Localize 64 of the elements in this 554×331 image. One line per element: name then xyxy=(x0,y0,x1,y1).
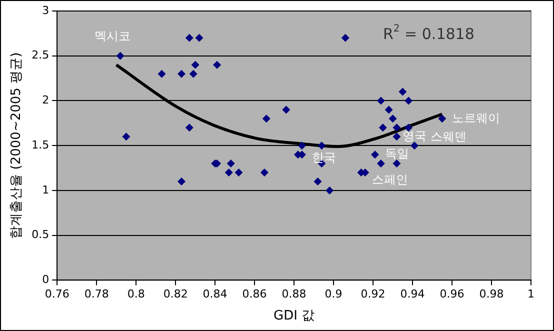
y-tick-label: 1 xyxy=(42,183,50,196)
annotation: 영국 xyxy=(402,128,427,143)
x-tick-label: 0.82 xyxy=(163,288,188,301)
x-tick-label: 0.84 xyxy=(202,288,228,301)
point xyxy=(392,124,401,132)
point xyxy=(298,142,306,150)
point xyxy=(392,132,401,141)
annotation: 한국 xyxy=(312,150,336,165)
point xyxy=(398,88,407,96)
y-tick-label: 1.5 xyxy=(32,138,50,152)
point xyxy=(224,168,233,177)
point xyxy=(177,70,186,78)
point xyxy=(388,114,397,123)
y-tick-label: 2 xyxy=(42,94,50,107)
point xyxy=(371,150,380,159)
x-tick-label: 0.86 xyxy=(242,288,267,301)
y-tick-label: 2.5 xyxy=(32,48,50,62)
point xyxy=(376,96,385,105)
point xyxy=(282,106,290,114)
x-tick-label: 0.78 xyxy=(84,288,109,301)
x-tick-label: 0.92 xyxy=(360,288,386,301)
point xyxy=(376,160,385,168)
point xyxy=(226,160,235,168)
annotation: 멕시코 xyxy=(94,28,130,43)
x-tick-label: 0.8 xyxy=(127,288,145,301)
x-tick-label: 0.96 xyxy=(440,288,464,301)
point xyxy=(262,114,270,123)
y-axis-title: 합계출산율 (2000~2005 평균) xyxy=(9,52,24,239)
y-tick-label: 0.5 xyxy=(32,228,50,242)
point xyxy=(191,60,200,69)
point xyxy=(392,160,401,168)
annotation: 노르웨이 xyxy=(452,110,500,125)
point xyxy=(213,60,222,69)
point xyxy=(122,132,130,141)
y-tick-label: 3 xyxy=(42,4,50,17)
point xyxy=(410,142,418,150)
point xyxy=(189,70,198,78)
x-tick-label: 0.94 xyxy=(400,288,425,301)
point xyxy=(185,34,194,42)
point xyxy=(318,142,326,150)
point xyxy=(185,124,194,132)
annotation: 독일 xyxy=(385,146,410,161)
x-tick-label: 0.98 xyxy=(479,288,504,301)
point xyxy=(438,114,446,123)
x-tick-label: 1 xyxy=(528,288,534,301)
point xyxy=(158,70,166,78)
point xyxy=(378,124,387,132)
y-tick-label: 0 xyxy=(42,273,50,286)
point xyxy=(326,186,334,194)
point xyxy=(234,168,243,177)
point xyxy=(341,34,350,42)
point xyxy=(404,96,413,105)
x-tick-label: 0.88 xyxy=(282,288,306,301)
x-tick-label: 0.9 xyxy=(324,288,342,301)
point xyxy=(177,177,186,186)
x-axis-title: GDI 값 xyxy=(274,308,315,324)
x-tick-label: 0.76 xyxy=(44,288,70,301)
point xyxy=(314,177,322,186)
point xyxy=(116,52,124,60)
point xyxy=(260,168,268,177)
point xyxy=(384,106,393,114)
annotation: 스페인 xyxy=(372,172,408,187)
point xyxy=(195,34,204,42)
annotation: 스웨덴 xyxy=(430,130,466,144)
